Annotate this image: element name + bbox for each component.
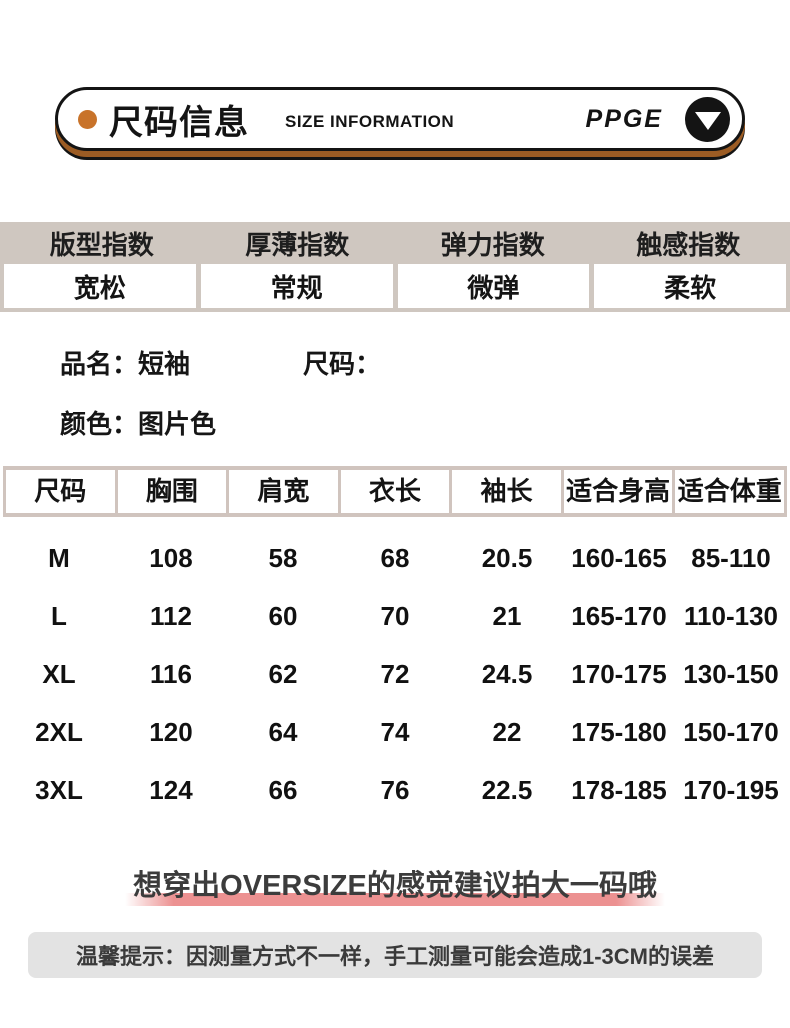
size-cell: 76: [380, 774, 410, 805]
scroll-down-button[interactable]: [685, 96, 730, 142]
index-header-fit: 版型指数: [49, 229, 154, 260]
size-row-3xl: 3XL 124 66 76 22.5 178-185 170-195: [3, 761, 787, 819]
fabric-index-value-row: 宽松 常规 微弹 柔软: [4, 264, 786, 308]
size-col-header: 胸围: [117, 470, 227, 513]
section-title: 尺码信息: [109, 103, 249, 142]
size-cell: 60: [268, 600, 298, 631]
size-cell: 175-180: [571, 716, 667, 747]
size-col-header: 适合体重: [675, 470, 784, 513]
size-col-header: 肩宽: [229, 470, 338, 513]
size-cell: 66: [268, 774, 298, 805]
index-header-stretch: 弹力指数: [440, 229, 545, 260]
size-cell: 21: [492, 600, 522, 631]
size-cell: L: [51, 600, 67, 631]
size-cell: 24.5: [481, 658, 533, 689]
size-cell: 165-170: [571, 600, 667, 631]
size-table-header-row: 尺码 胸围 肩宽 衣长 袖长 适合身高 适合体重: [3, 466, 787, 517]
size-cell: 58: [268, 542, 298, 573]
fabric-index-table: 版型指数 厚薄指数 弹力指数 触感指数 宽松 常规 微弹 柔软: [0, 222, 790, 312]
size-cell: 170-195: [683, 774, 779, 805]
size-cell: 85-110: [691, 542, 771, 573]
size-row-m: M 108 58 68 20.5 160-165 85-110: [3, 529, 787, 587]
down-arrow-icon: [694, 111, 721, 130]
size-cell: 150-170: [683, 716, 779, 747]
size-row-2xl: 2XL 120 64 74 22 175-180 150-170: [3, 703, 787, 761]
size-cell: 112: [150, 600, 192, 631]
size-cell: 22.5: [481, 774, 533, 805]
size-cell: 62: [268, 658, 298, 689]
product-size-label: 尺码：: [303, 349, 382, 379]
size-cell: 22: [492, 716, 522, 747]
size-cell: 130-150: [683, 658, 779, 689]
size-cell: M: [48, 542, 70, 573]
index-value-stretch: 微弹: [397, 264, 590, 308]
size-cell: 116: [150, 658, 192, 689]
product-name-value: 短袖: [138, 349, 191, 379]
size-table-body: M 108 58 68 20.5 160-165 85-110 L 112 60…: [3, 529, 787, 819]
size-cell: 2XL: [35, 716, 83, 747]
product-color-row: 颜色：图片色: [60, 404, 216, 441]
size-col-header: 尺码: [6, 470, 115, 513]
size-col-header: 衣长: [340, 470, 450, 513]
size-col-header: 袖长: [452, 470, 561, 513]
fabric-index-header-row: 版型指数 厚薄指数 弹力指数 触感指数: [4, 222, 786, 264]
oversize-advice-text: 想穿出OVERSIZE的感觉建议拍大一码哦: [125, 862, 665, 906]
product-size-row: 尺码：: [303, 344, 381, 381]
accent-dot-icon: [78, 109, 97, 129]
oversize-advice: 想穿出OVERSIZE的感觉建议拍大一码哦: [0, 862, 790, 906]
size-row-xl: XL 116 62 72 24.5 170-175 130-150: [3, 645, 787, 703]
size-cell: 3XL: [35, 774, 83, 805]
product-color-value: 图片色: [138, 409, 217, 439]
size-cell: XL: [42, 658, 76, 689]
measurement-tip-box: 温馨提示：因测量方式不一样，手工测量可能会造成1-3CM的误差: [28, 932, 762, 978]
size-cell: 72: [380, 658, 410, 689]
index-value-thickness: 常规: [200, 264, 393, 308]
size-cell: 64: [268, 716, 298, 747]
product-name-label: 品名：: [60, 349, 139, 379]
size-cell: 120: [149, 716, 193, 747]
size-cell: 170-175: [571, 658, 667, 689]
size-cell: 70: [380, 600, 410, 631]
size-cell: 20.5: [481, 542, 533, 573]
section-subtitle: SIZE INFORMATION: [285, 111, 455, 131]
size-cell: 124: [149, 774, 193, 805]
product-name-row: 品名：短袖: [60, 344, 190, 381]
size-cell: 74: [380, 716, 410, 747]
size-col-header: 适合身高: [563, 470, 673, 513]
section-header-pill: 尺码信息 SIZE INFORMATION PPGE: [55, 87, 745, 151]
brand-logo: PPGE: [585, 104, 663, 133]
size-cell: 68: [380, 542, 410, 573]
size-cell: 160-165: [571, 542, 667, 573]
size-cell: 178-185: [571, 774, 667, 805]
size-row-l: L 112 60 70 21 165-170 110-130: [3, 587, 787, 645]
size-cell: 110-130: [684, 600, 778, 631]
index-header-thickness: 厚薄指数: [245, 229, 350, 260]
index-value-fit: 宽松: [4, 264, 196, 308]
index-value-touch: 柔软: [594, 264, 786, 308]
index-header-touch: 触感指数: [636, 229, 741, 260]
product-color-label: 颜色：: [60, 409, 139, 439]
size-cell: 108: [149, 542, 193, 573]
